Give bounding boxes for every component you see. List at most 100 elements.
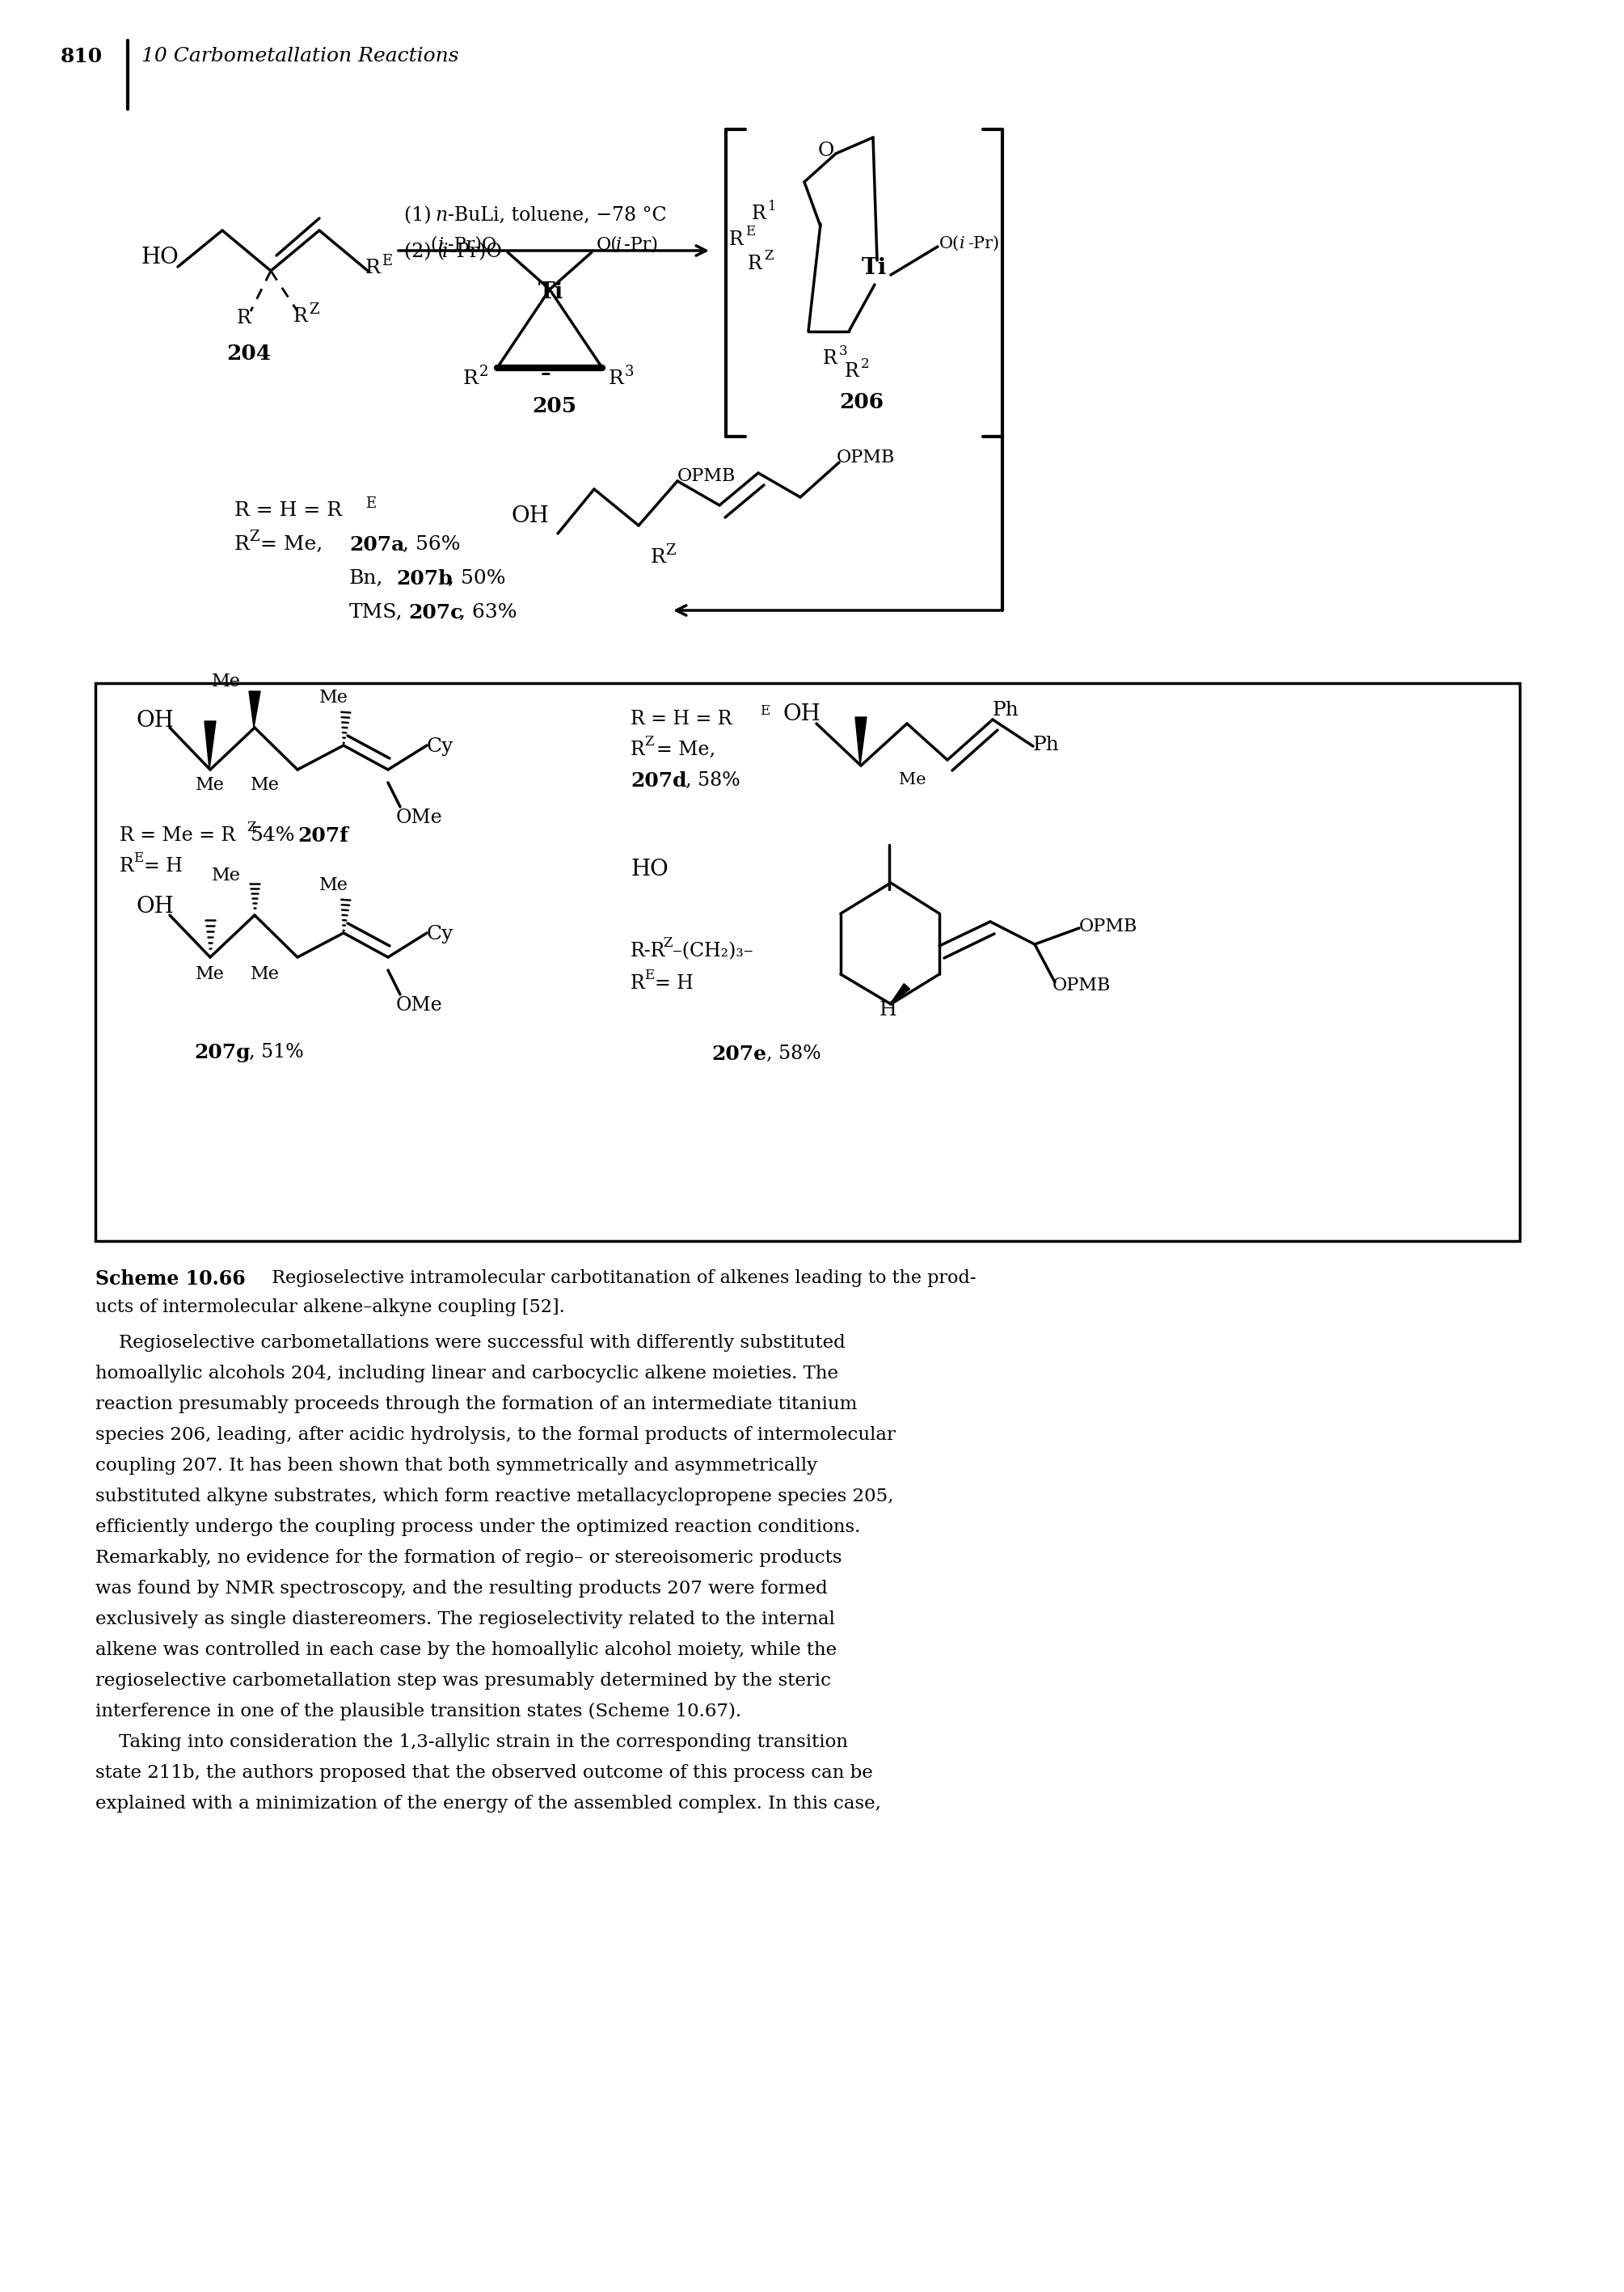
- Text: R: R: [630, 740, 645, 759]
- Text: was found by NMR spectroscopy, and the resulting products 207 were formed: was found by NMR spectroscopy, and the r…: [96, 1579, 828, 1598]
- Text: Scheme 10.66: Scheme 10.66: [96, 1270, 245, 1288]
- Text: R = H = R: R = H = R: [234, 502, 343, 520]
- Text: Ti: Ti: [539, 282, 564, 303]
- Text: E: E: [382, 254, 391, 268]
- Text: O: O: [818, 142, 835, 160]
- Text: (1): (1): [404, 206, 437, 225]
- Text: Ph: Ph: [992, 701, 1020, 720]
- Text: Me: Me: [211, 866, 240, 885]
- Text: ucts of intermolecular alkene–alkyne coupling [52].: ucts of intermolecular alkene–alkyne cou…: [96, 1297, 565, 1316]
- Text: 206: 206: [840, 392, 883, 413]
- Text: OH: OH: [136, 711, 174, 731]
- Text: R: R: [234, 536, 250, 555]
- Text: 810: 810: [60, 46, 102, 66]
- Text: OH: OH: [783, 704, 820, 724]
- Text: 207c: 207c: [408, 603, 463, 623]
- Text: 54%: 54%: [250, 825, 296, 846]
- Text: 10 Carbometallation Reactions: 10 Carbometallation Reactions: [141, 46, 460, 66]
- Text: Z: Z: [247, 821, 257, 834]
- Text: OPMB: OPMB: [1052, 976, 1111, 995]
- Text: 207g: 207g: [193, 1043, 250, 1061]
- Text: coupling 207. It has been shown that both symmetrically and asymmetrically: coupling 207. It has been shown that bot…: [96, 1458, 817, 1474]
- Text: (: (: [430, 236, 437, 254]
- Text: E: E: [760, 704, 770, 717]
- Text: R: R: [237, 309, 252, 328]
- Text: exclusively as single diastereomers. The regioselectivity related to the interna: exclusively as single diastereomers. The…: [96, 1611, 835, 1627]
- Text: -Pr): -Pr): [624, 236, 658, 254]
- Text: OH: OH: [136, 896, 174, 917]
- Text: R: R: [729, 231, 744, 250]
- Polygon shape: [890, 983, 909, 1004]
- Text: 207a: 207a: [349, 536, 404, 555]
- Text: 3: 3: [840, 344, 848, 358]
- Text: , 58%: , 58%: [767, 1045, 822, 1063]
- Text: HO: HO: [141, 248, 179, 268]
- Text: 3: 3: [625, 364, 633, 378]
- Text: 204: 204: [226, 344, 271, 364]
- Text: OPMB: OPMB: [677, 468, 736, 486]
- Text: –: –: [541, 364, 551, 383]
- Text: Me: Me: [195, 777, 224, 793]
- Text: Me: Me: [195, 965, 224, 983]
- Text: Me: Me: [320, 690, 348, 706]
- Text: , 56%: , 56%: [403, 536, 460, 555]
- Text: Z: Z: [309, 303, 318, 316]
- Text: explained with a minimization of the energy of the assembled complex. In this ca: explained with a minimization of the ene…: [96, 1795, 880, 1813]
- Text: –(CH₂)₃–: –(CH₂)₃–: [672, 942, 754, 960]
- Text: , 63%: , 63%: [460, 603, 516, 621]
- Text: -Pr)O: -Pr)O: [450, 243, 502, 261]
- Text: Me: Me: [250, 777, 279, 793]
- Text: Me: Me: [250, 965, 279, 983]
- Text: = H: = H: [654, 974, 693, 992]
- Text: regioselective carbometallation step was presumably determined by the steric: regioselective carbometallation step was…: [96, 1671, 831, 1689]
- Text: R: R: [651, 548, 666, 566]
- Text: (2) (: (2) (: [404, 243, 445, 261]
- Text: i: i: [615, 236, 622, 254]
- Text: efficiently undergo the coupling process under the optimized reaction conditions: efficiently undergo the coupling process…: [96, 1517, 861, 1536]
- Text: OPMB: OPMB: [836, 449, 895, 468]
- Text: 2: 2: [479, 364, 489, 378]
- Text: substituted alkyne substrates, which form reactive metallacyclopropene species 2: substituted alkyne substrates, which for…: [96, 1488, 893, 1506]
- Text: i: i: [442, 243, 448, 261]
- Text: R = Me = R: R = Me = R: [120, 825, 235, 846]
- Text: 205: 205: [533, 397, 577, 417]
- Text: R: R: [294, 307, 309, 325]
- Text: OMe: OMe: [396, 809, 443, 827]
- Text: Cy: Cy: [427, 738, 453, 756]
- Text: OMe: OMe: [396, 997, 443, 1015]
- Text: 1: 1: [768, 199, 776, 213]
- Text: n: n: [435, 206, 447, 225]
- Text: i: i: [960, 236, 965, 252]
- Text: Z: Z: [645, 736, 653, 749]
- Text: , 58%: , 58%: [685, 772, 741, 791]
- Text: R: R: [823, 348, 838, 367]
- Text: E: E: [745, 225, 755, 238]
- Text: -Pr)O: -Pr)O: [448, 236, 497, 254]
- Text: R-R: R-R: [630, 942, 666, 960]
- Text: reaction presumably proceeds through the formation of an intermediate titanium: reaction presumably proceeds through the…: [96, 1396, 857, 1414]
- Text: alkene was controlled in each case by the homoallylic alcohol moiety, while the: alkene was controlled in each case by th…: [96, 1641, 836, 1659]
- Text: 207b: 207b: [396, 568, 453, 589]
- Text: Cy: Cy: [427, 926, 453, 944]
- Text: R: R: [630, 974, 645, 992]
- Text: E: E: [133, 850, 143, 864]
- Text: Me: Me: [900, 772, 926, 788]
- Text: R: R: [752, 204, 767, 222]
- Text: -BuLi, toluene, −78 °C: -BuLi, toluene, −78 °C: [448, 206, 666, 225]
- Bar: [96, 683, 1520, 1240]
- Text: homoallylic alcohols 204, including linear and carbocyclic alkene moieties. The: homoallylic alcohols 204, including line…: [96, 1364, 838, 1382]
- Text: Z: Z: [666, 543, 676, 557]
- Text: Z: Z: [763, 250, 773, 264]
- Text: i: i: [438, 236, 443, 254]
- Polygon shape: [205, 722, 216, 770]
- Text: OPMB: OPMB: [1080, 917, 1138, 935]
- Text: , 50%: , 50%: [448, 568, 505, 587]
- Text: TMS,: TMS,: [349, 603, 403, 621]
- Text: OH: OH: [512, 504, 549, 527]
- Text: R: R: [463, 369, 479, 387]
- Text: Ph: Ph: [1033, 736, 1060, 754]
- Text: Z: Z: [248, 529, 260, 543]
- Text: Regioselective intramolecular carbotitanation of alkenes leading to the prod-: Regioselective intramolecular carbotitan…: [260, 1270, 976, 1288]
- Text: , 51%: , 51%: [248, 1043, 304, 1061]
- Text: R: R: [120, 857, 135, 876]
